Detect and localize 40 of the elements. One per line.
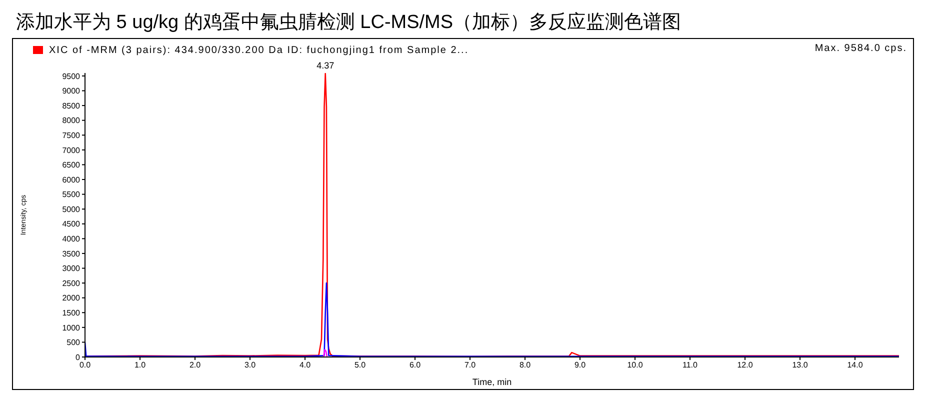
y-tick-label: 8500	[62, 101, 81, 110]
y-tick-label: 1000	[62, 323, 81, 332]
y-tick-label: 2500	[62, 278, 81, 288]
chart-title: 添加水平为 5 ug/kg 的鸡蛋中氟虫腈检测 LC-MS/MS（加标）多反应监测色谱图	[15, 11, 682, 35]
x-tick-label: 10.0	[627, 360, 644, 370]
y-tick-label: 8000	[62, 116, 81, 126]
x-tick-label: 14.0	[847, 360, 864, 370]
x-tick-label: 6.0	[409, 360, 422, 370]
annotation: 4.37	[316, 60, 334, 70]
y-tick-label: 2000	[62, 294, 81, 303]
x-tick-label: 9.0	[574, 360, 586, 370]
x-tick-label: 8.0	[519, 360, 532, 370]
y-tick-label: 3000	[62, 264, 81, 274]
y-tick-label: 4000	[62, 234, 81, 244]
y-tick-label: 1500	[62, 308, 81, 318]
y-tick-label: 4500	[62, 220, 81, 229]
x-tick-label: 13.0	[792, 360, 808, 370]
y-tick-label: 5000	[62, 204, 81, 214]
x-tick-label: 0.0	[79, 360, 92, 370]
y-tick-label: 5500	[62, 190, 81, 200]
y-tick-label: 6500	[62, 160, 81, 170]
x-tick-label: 4.0	[299, 360, 312, 370]
x-tick-label: 11.0	[682, 360, 698, 370]
y-tick-label: 9000	[62, 86, 81, 96]
y-tick-label: 500	[66, 338, 81, 348]
x-tick-label: 3.0	[244, 360, 256, 370]
y-tick-label: 7000	[62, 146, 81, 155]
y-tick-label: 3500	[62, 249, 81, 258]
y-tick-label: 6000	[62, 175, 81, 184]
y-tick-label: 0	[76, 352, 81, 362]
x-tick-label: 12.0	[737, 360, 754, 370]
y-tick-label: 7500	[62, 130, 81, 140]
x-tick-label: 5.0	[354, 360, 366, 370]
x-tick-label: 7.0	[464, 360, 476, 370]
x-axis-title: Time, min	[472, 377, 512, 387]
y-tick-label: 9500	[62, 72, 81, 81]
legend-label: XIC of -MRM (3 pairs): 434.900/330.200 Da ID: fuchongjing1 from Sample 2...	[49, 44, 469, 56]
text: Max. 9584.0 cps.	[814, 43, 907, 54]
x-tick-label: 2.0	[189, 360, 202, 370]
x-tick-label: 1.0	[134, 360, 146, 370]
